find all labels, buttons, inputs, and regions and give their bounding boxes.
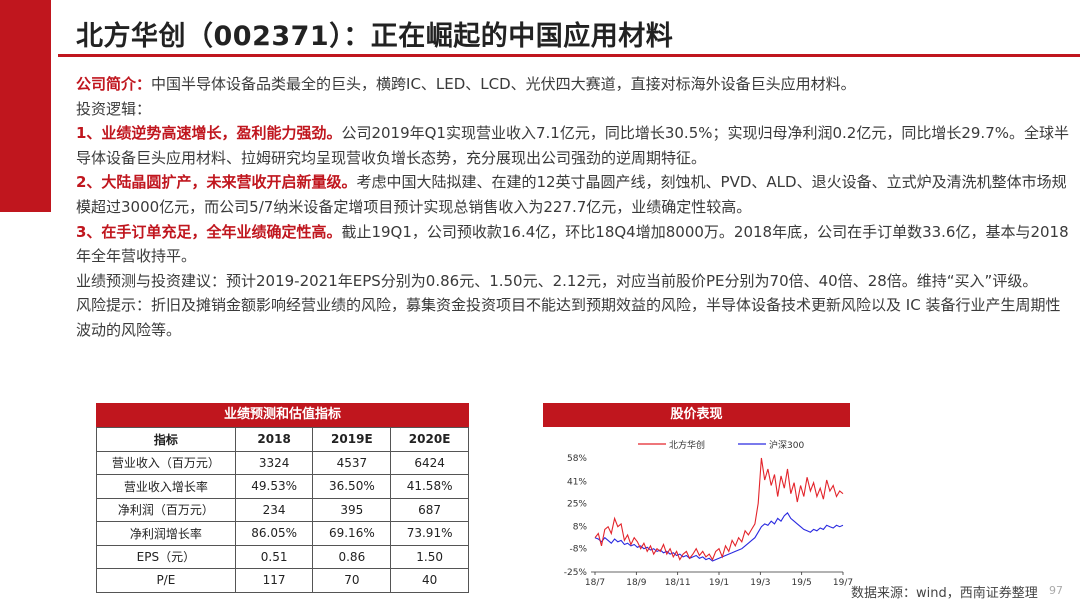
table-cell: 687 — [390, 497, 469, 522]
table-cell: 395 — [312, 497, 392, 522]
y-tick-label: 41% — [567, 477, 587, 487]
table-row: P/E 117 70 40 — [96, 568, 469, 593]
table-header-cell: 2019E — [312, 427, 392, 452]
table-cell: 0.51 — [234, 544, 314, 569]
intro-text: 中国半导体设备品类最全的巨头，横跨IC、LED、LCD、光伏四大赛道，直接对标海… — [151, 75, 856, 93]
forecast-table-block: 业绩预测和估值指标 指标 2018 2019E 2020E 营业收入（百万元） … — [96, 403, 469, 593]
stock-chart: 北方华创 沪深300 58% 41% 25% 8% -8% -25%18/7 18/9 18/1… — [564, 439, 853, 588]
table-row: 净利润（百万元） 234 395 687 — [96, 497, 469, 522]
table-title: 业绩预测和估值指标 — [96, 403, 469, 427]
data-source: 数据来源：wind，西南证券整理 — [851, 586, 1038, 601]
point-2-text: 考虑中国大陆拟建、在建的12英寸晶圆产线，刻蚀机、PVD、ALD、退火设备、立式… — [76, 173, 1067, 216]
table-cell: 73.91% — [390, 521, 469, 546]
intro-paragraph: 公司简介：中国半导体设备品类最全的巨头，横跨IC、LED、LCD、光伏四大赛道，… — [76, 72, 1072, 97]
point-2: 2、大陆晶圆扩产，未来营收开启新量级。考虑中国大陆拟建、在建的12英寸晶圆产线，… — [76, 170, 1072, 219]
point-1-text: 公司2019年Q1实现营业收入7.1亿元，同比增长30.5%；实现归母净利润0.… — [76, 124, 1069, 167]
table-cell: 3324 — [234, 450, 314, 475]
table-cell: 70 — [312, 568, 392, 593]
table-cell: P/E — [96, 568, 236, 593]
y-tick-label: -8% — [569, 545, 587, 555]
table-cell: 41.58% — [390, 474, 469, 499]
table-cell: EPS（元） — [96, 544, 236, 569]
legend-label: 沪深300 — [769, 439, 804, 451]
table-header-row: 指标 2018 2019E 2020E — [96, 427, 469, 452]
page-title: 北方华创（002371）：正在崛起的中国应用材料 — [76, 21, 674, 52]
chart-legend: 北方华创 沪深300 — [638, 439, 804, 451]
x-tick-label: 18/7 — [585, 578, 605, 588]
risk-paragraph: 风险提示：折旧及摊销金额影响经营业绩的风险，募集资金投资项目不能达到预期效益的风… — [76, 296, 1061, 339]
y-tick-label: 8% — [573, 523, 588, 533]
point-3-text: 截止19Q1，公司预收款16.4亿，环比18Q4增加8000万。2018年底，公… — [76, 222, 1069, 266]
x-tick-label: 18/9 — [626, 578, 646, 588]
table-cell: 49.53% — [234, 474, 314, 499]
x-tick-label: 19/3 — [750, 578, 770, 588]
point-3-head: 3、在手订单充足，全年业绩确定性高。 — [76, 222, 342, 241]
logic-label: 投资逻辑： — [76, 99, 152, 118]
table-header-cell: 2018 — [234, 427, 314, 452]
y-tick-label: 58% — [567, 454, 587, 464]
body-text: 公司简介：中国半导体设备品类最全的巨头，横跨IC、LED、LCD、光伏四大赛道，… — [76, 72, 1072, 343]
table-cell: 117 — [234, 568, 314, 593]
point-1: 1、业绩逆势高速增长，盈利能力强劲。公司2019年Q1实现营业收入7.1亿元，同… — [76, 121, 1072, 170]
point-1-head: 1、业绩逆势高速增长，盈利能力强劲。 — [76, 124, 342, 143]
series-line-naura — [594, 457, 844, 561]
table-header-cell: 指标 — [96, 427, 236, 452]
table-row: 净利润增长率 86.05% 69.16% 73.91% — [96, 521, 469, 546]
table-header-cell: 2020E — [390, 427, 469, 452]
table-cell: 0.86 — [312, 544, 392, 569]
chart-lines — [594, 457, 844, 562]
intro-label: 公司简介： — [76, 75, 152, 93]
table-cell: 36.50% — [312, 474, 392, 499]
x-tick-label: 19/5 — [792, 578, 812, 588]
table-cell: 净利润（百万元） — [96, 497, 236, 522]
legend-label: 北方华创 — [669, 439, 705, 451]
forecast-paragraph: 业绩预测与投资建议：预计2019-2021年EPS分别为0.86元、1.50元、… — [76, 271, 1038, 290]
forecast-table: 指标 2018 2019E 2020E 营业收入（百万元） 3324 4537 … — [96, 427, 469, 593]
table-row: EPS（元） 0.51 0.86 1.50 — [96, 544, 469, 569]
table-row: 营业收入增长率 49.53% 36.50% 41.58% — [96, 474, 469, 499]
chart-title: 股价表现 — [543, 403, 850, 427]
x-tick-label: 18/11 — [665, 578, 691, 588]
y-tick-label: -25% — [564, 568, 588, 578]
accent-bar — [0, 0, 51, 212]
point-2-head: 2、大陆晶圆扩产，未来营收开启新量级。 — [76, 173, 357, 192]
table-cell: 69.16% — [312, 521, 392, 546]
series-line-csi300 — [594, 512, 844, 562]
point-3: 3、在手订单充足，全年业绩确定性高。截止19Q1，公司预收款16.4亿，环比18… — [76, 220, 1072, 269]
table-cell: 40 — [390, 568, 469, 593]
chart-axes: 58% 41% 25% 8% -8% -25%18/7 18/9 18/11 19/1 19/3 1… — [564, 454, 853, 588]
x-tick-label: 19/1 — [709, 578, 729, 588]
table-cell: 234 — [234, 497, 314, 522]
x-tick-label: 19/7 — [833, 578, 853, 588]
table-cell: 净利润增长率 — [96, 521, 236, 546]
table-cell: 86.05% — [234, 521, 314, 546]
table-cell: 营业收入增长率 — [96, 474, 236, 499]
table-cell: 营业收入（百万元） — [96, 450, 236, 475]
table-cell: 1.50 — [390, 544, 469, 569]
table-cell: 6424 — [390, 450, 469, 475]
title-divider — [58, 54, 1080, 57]
page-number: 97 — [1049, 584, 1063, 597]
table-cell: 4537 — [312, 450, 392, 475]
table-row: 营业收入（百万元） 3324 4537 6424 — [96, 450, 469, 475]
y-tick-label: 25% — [567, 499, 587, 509]
